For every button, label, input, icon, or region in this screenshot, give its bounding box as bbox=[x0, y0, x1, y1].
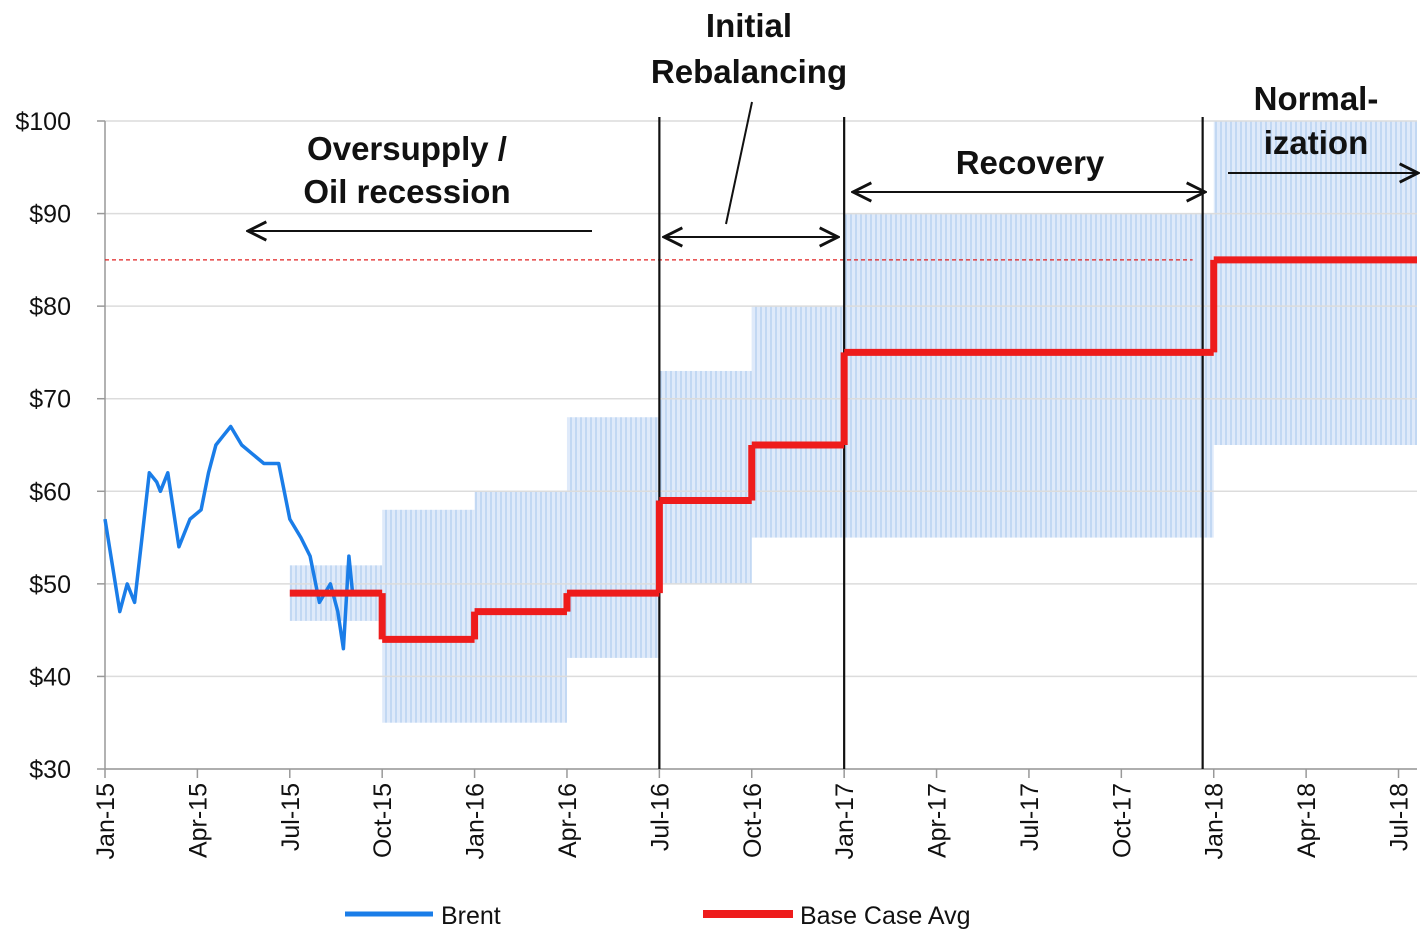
y-tick-label: $60 bbox=[29, 478, 71, 506]
range-band bbox=[844, 213, 1214, 538]
range-band bbox=[382, 509, 475, 723]
x-tick-label: Oct-16 bbox=[739, 783, 767, 858]
x-tick-label: Apr-18 bbox=[1293, 783, 1321, 858]
y-tick-label: $100 bbox=[15, 108, 71, 136]
x-tick-label: Jul-16 bbox=[646, 783, 674, 851]
legend-label: Brent bbox=[441, 902, 501, 930]
x-tick-label: Apr-17 bbox=[924, 783, 952, 858]
x-tick-label: Oct-17 bbox=[1108, 783, 1136, 858]
range-band bbox=[659, 370, 752, 584]
x-tick-label: Jul-18 bbox=[1386, 783, 1414, 851]
annotation: Recovery bbox=[956, 144, 1105, 181]
pointer bbox=[725, 101, 753, 225]
x-tick-label: Jan-16 bbox=[462, 783, 490, 859]
x-tick-label: Jul-17 bbox=[1016, 783, 1044, 851]
x-tick-label: Apr-16 bbox=[554, 783, 582, 858]
x-tick-label: Oct-15 bbox=[369, 783, 397, 858]
y-tick-label: $40 bbox=[29, 663, 71, 691]
range-band bbox=[1213, 121, 1417, 445]
y-tick-label: $50 bbox=[29, 571, 71, 599]
x-tick-label: Jan-18 bbox=[1201, 783, 1229, 859]
main-layer bbox=[103, 117, 1417, 769]
grid-layer: $30 $40 $50 $60 $70 $80 $90 $100 Jan-15 Apr-15 Jul… bbox=[15, 108, 1417, 859]
annotation: Initial bbox=[706, 7, 792, 44]
x-tick-label: Jan-15 bbox=[92, 783, 120, 859]
range-band bbox=[566, 417, 660, 658]
annotation: Rebalancing bbox=[651, 53, 847, 90]
annotation: Normal- bbox=[1254, 80, 1379, 117]
x-tick-label: Jan-17 bbox=[831, 783, 859, 859]
legend-label: Base Case Avg bbox=[800, 902, 970, 930]
y-tick-label: $80 bbox=[29, 293, 71, 321]
x-tick-label: Apr-15 bbox=[184, 783, 212, 858]
y-tick-label: $90 bbox=[29, 201, 71, 229]
range-band bbox=[751, 306, 845, 538]
y-tick-label: $30 bbox=[29, 756, 71, 784]
y-tick-label: $70 bbox=[29, 386, 71, 414]
brent-line bbox=[103, 424, 355, 651]
x-tick-label: Jul-15 bbox=[277, 783, 305, 851]
annotation: Oversupply / bbox=[307, 130, 507, 167]
range-band bbox=[474, 491, 567, 723]
range-layer bbox=[289, 121, 1417, 723]
annotation: Oil recession bbox=[303, 173, 510, 210]
annotation: ization bbox=[1264, 124, 1369, 161]
